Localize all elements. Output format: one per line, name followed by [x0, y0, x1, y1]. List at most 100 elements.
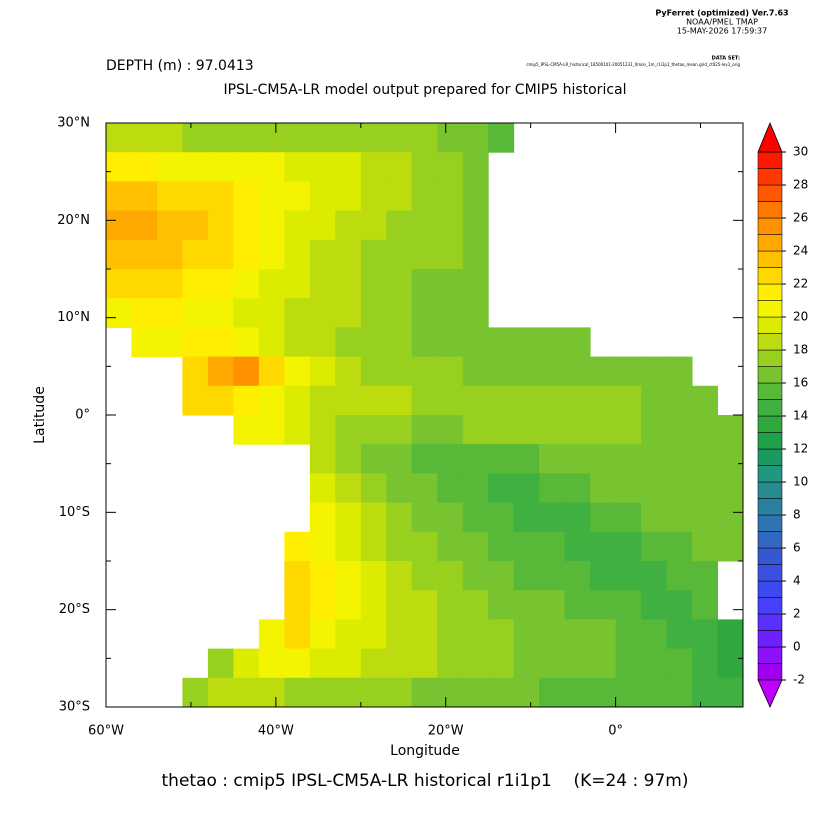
- cell: [462, 502, 489, 533]
- cell: [539, 648, 566, 679]
- cell: [462, 123, 489, 153]
- cell: [692, 677, 719, 708]
- cell: [258, 356, 285, 387]
- cell: [564, 619, 591, 650]
- cell: [590, 531, 617, 562]
- colorbar-swatch: [757, 613, 783, 631]
- cell: [309, 415, 336, 445]
- cell: [717, 502, 744, 533]
- cell: [411, 561, 438, 591]
- cell: [641, 648, 668, 679]
- cell: [666, 356, 693, 387]
- cell: [488, 444, 515, 474]
- cell: [564, 502, 591, 533]
- cell: [309, 444, 336, 474]
- cell: [284, 210, 311, 241]
- cell: [335, 531, 362, 562]
- cell: [692, 531, 719, 562]
- cell: [615, 590, 642, 620]
- cell: [564, 590, 591, 620]
- cell: [666, 473, 693, 504]
- cell: [437, 531, 464, 562]
- cell: [335, 415, 362, 445]
- cell: [335, 444, 362, 474]
- x-axis-label: Longitude: [390, 743, 460, 759]
- cell: [590, 502, 617, 533]
- cell: [309, 473, 336, 504]
- cell: [309, 356, 336, 387]
- cell: [360, 531, 387, 562]
- cell: [437, 444, 464, 474]
- cell: [641, 444, 668, 474]
- cell: [590, 648, 617, 679]
- cell: [411, 356, 438, 387]
- cell: [258, 619, 285, 650]
- cell: [666, 677, 693, 708]
- cell: [386, 298, 413, 328]
- cell: [386, 444, 413, 474]
- cell: [615, 444, 642, 474]
- cell: [437, 648, 464, 679]
- cell: [207, 385, 234, 416]
- cell: [284, 561, 311, 591]
- cell: [360, 473, 387, 504]
- cell: [258, 648, 285, 679]
- cell: [360, 648, 387, 679]
- cell: [386, 473, 413, 504]
- cell: [437, 327, 464, 358]
- cell: [335, 239, 362, 270]
- x-tick-label: 40°W: [258, 724, 294, 739]
- cell: [488, 590, 515, 620]
- cell: [309, 590, 336, 620]
- cell: [590, 385, 617, 416]
- colorbar-under: [757, 679, 783, 708]
- cell: [641, 561, 668, 591]
- cell: [360, 181, 387, 212]
- colorbar-label: -2: [793, 673, 805, 687]
- cell: [335, 123, 362, 153]
- cell: [386, 239, 413, 270]
- cell: [666, 385, 693, 416]
- cell: [309, 210, 336, 241]
- cell: [539, 677, 566, 708]
- cell: [360, 385, 387, 416]
- cell: [258, 239, 285, 270]
- cell: [615, 356, 642, 387]
- cell: [590, 473, 617, 504]
- cell: [539, 590, 566, 620]
- cell: [462, 677, 489, 708]
- cell: [106, 152, 132, 182]
- cell: [360, 590, 387, 620]
- cell: [182, 181, 209, 212]
- cell: [564, 648, 591, 679]
- cell: [233, 269, 260, 299]
- cell: [258, 415, 285, 445]
- cell: [462, 590, 489, 620]
- cell: [615, 648, 642, 679]
- cell: [437, 502, 464, 533]
- cell: [462, 444, 489, 474]
- cell: [717, 648, 744, 679]
- cell: [641, 385, 668, 416]
- cell: [462, 619, 489, 650]
- cell: [156, 269, 183, 299]
- colorbar-swatch: [757, 399, 783, 417]
- x-tick-label: 20°W: [428, 724, 464, 739]
- colorbar-label: 18: [793, 343, 808, 357]
- cell: [284, 648, 311, 679]
- cell: [488, 677, 515, 708]
- cell: [360, 269, 387, 299]
- cell: [131, 269, 158, 299]
- cell: [207, 327, 234, 358]
- cell: [641, 415, 668, 445]
- cell: [462, 531, 489, 562]
- cell: [411, 123, 438, 153]
- cell: [233, 648, 260, 679]
- date: 15-MAY-2026 17:59:37: [677, 27, 767, 36]
- cell: [284, 531, 311, 562]
- cell: [692, 648, 719, 679]
- cell: [258, 298, 285, 328]
- cell: [335, 181, 362, 212]
- cell: [309, 327, 336, 358]
- y-tick-label: 20°S: [59, 602, 90, 617]
